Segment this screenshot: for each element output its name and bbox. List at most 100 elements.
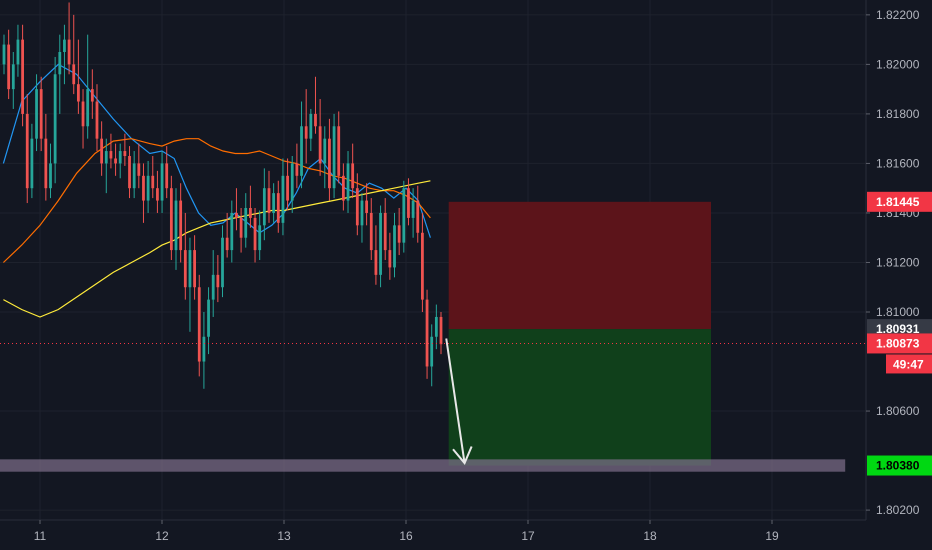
candle-body xyxy=(100,138,104,164)
candle-body xyxy=(30,138,34,189)
candle-body xyxy=(76,84,80,102)
candle-body xyxy=(90,89,94,102)
candle-body xyxy=(239,217,243,238)
candle-body xyxy=(16,39,20,65)
candle-body xyxy=(221,237,224,288)
price-axis[interactable]: 1.822001.820001.818001.816001.814001.812… xyxy=(866,8,920,517)
candle-body xyxy=(402,188,406,243)
candle-body xyxy=(290,163,294,201)
candle-body xyxy=(72,64,76,85)
candle-body xyxy=(202,336,206,362)
candle-body xyxy=(53,74,57,164)
candle-body xyxy=(35,89,38,139)
time-tick-label: 16 xyxy=(399,529,413,543)
candle-body xyxy=(421,232,424,300)
candle-body xyxy=(7,44,11,90)
candle-body xyxy=(58,52,62,75)
candle-body xyxy=(248,208,252,218)
candle-body xyxy=(128,156,131,189)
candle-body xyxy=(360,200,364,226)
target-badge: 1.80380 xyxy=(876,459,920,473)
candle-body xyxy=(434,316,438,337)
last-price-badge: 1.80873 xyxy=(876,336,920,350)
candle-body xyxy=(165,163,169,189)
time-tick-label: 18 xyxy=(643,529,657,543)
candle-body xyxy=(379,212,382,275)
candle-body xyxy=(272,193,276,213)
time-tick-label: 13 xyxy=(277,529,291,543)
moving-average-line xyxy=(2,138,431,263)
time-tick-label: 11 xyxy=(34,529,47,543)
candle-body xyxy=(39,89,43,139)
candle-body xyxy=(258,225,262,251)
candle-body xyxy=(346,163,350,201)
price-tick-label: 1.81000 xyxy=(876,305,920,319)
candle-body xyxy=(351,163,355,189)
stop-loss-badge-bg xyxy=(867,191,932,212)
candle-body xyxy=(188,250,192,288)
time-tick-label: 12 xyxy=(155,529,169,543)
candle-body xyxy=(416,200,420,233)
candle-body xyxy=(216,274,220,288)
candle-body xyxy=(328,138,331,189)
time-axis[interactable]: 11 12 13 16 17 18 19 xyxy=(34,520,779,543)
candle-body xyxy=(225,237,229,251)
candle-body xyxy=(95,101,99,139)
candle-body xyxy=(365,200,369,213)
candle-body xyxy=(309,113,313,139)
candle-body xyxy=(230,212,234,251)
candle-body xyxy=(81,101,85,127)
last-price-badge-bg xyxy=(867,333,932,354)
candle-body xyxy=(304,126,308,139)
take-profit-zone xyxy=(448,329,711,466)
candle-body xyxy=(207,299,210,337)
candle-body xyxy=(281,175,285,223)
candle-body xyxy=(211,274,215,300)
candle-body xyxy=(300,126,303,176)
entry-badge: 1.80931 xyxy=(876,322,920,336)
candle-body xyxy=(63,39,66,52)
annotations xyxy=(0,338,866,465)
candle-body xyxy=(276,193,280,223)
candle-body xyxy=(244,208,248,238)
price-tick-label: 1.82000 xyxy=(876,57,920,71)
candle-body xyxy=(388,250,392,268)
stop-loss-zone xyxy=(448,201,711,330)
candle-body xyxy=(160,163,164,201)
candle-body xyxy=(411,200,415,218)
price-tick-label: 1.81200 xyxy=(876,255,920,269)
candle-body xyxy=(253,217,257,251)
price-tick-label: 1.82200 xyxy=(876,8,920,22)
time-tick-label: 19 xyxy=(765,529,779,543)
candle-body xyxy=(235,212,238,218)
candles xyxy=(2,2,443,389)
candle-body xyxy=(114,158,117,164)
candle-body xyxy=(183,250,187,288)
candle-body xyxy=(383,212,387,251)
candle-body xyxy=(197,287,201,362)
candle-body xyxy=(67,39,71,65)
candle-body xyxy=(193,250,197,288)
candle-body xyxy=(295,163,299,176)
candle-body xyxy=(118,151,122,164)
candle-body xyxy=(374,250,378,275)
candle-body xyxy=(2,44,6,65)
stop-loss-badge: 1.81445 xyxy=(876,195,920,209)
countdown-badge-bg xyxy=(886,354,932,374)
position-zones xyxy=(0,201,846,472)
candle-body xyxy=(21,39,24,114)
candle-body xyxy=(439,316,443,345)
candle-body xyxy=(137,163,141,176)
candle-body xyxy=(86,89,90,127)
candle-body xyxy=(11,64,15,90)
candle-body xyxy=(123,151,127,156)
price-tick-label: 1.81600 xyxy=(876,156,920,170)
candle-body xyxy=(262,188,266,226)
price-tick-label: 1.80600 xyxy=(876,404,920,418)
candle-body xyxy=(44,138,48,189)
candle-body xyxy=(49,163,52,189)
candle-body xyxy=(430,336,434,367)
price-tick-label: 1.80200 xyxy=(876,503,920,517)
